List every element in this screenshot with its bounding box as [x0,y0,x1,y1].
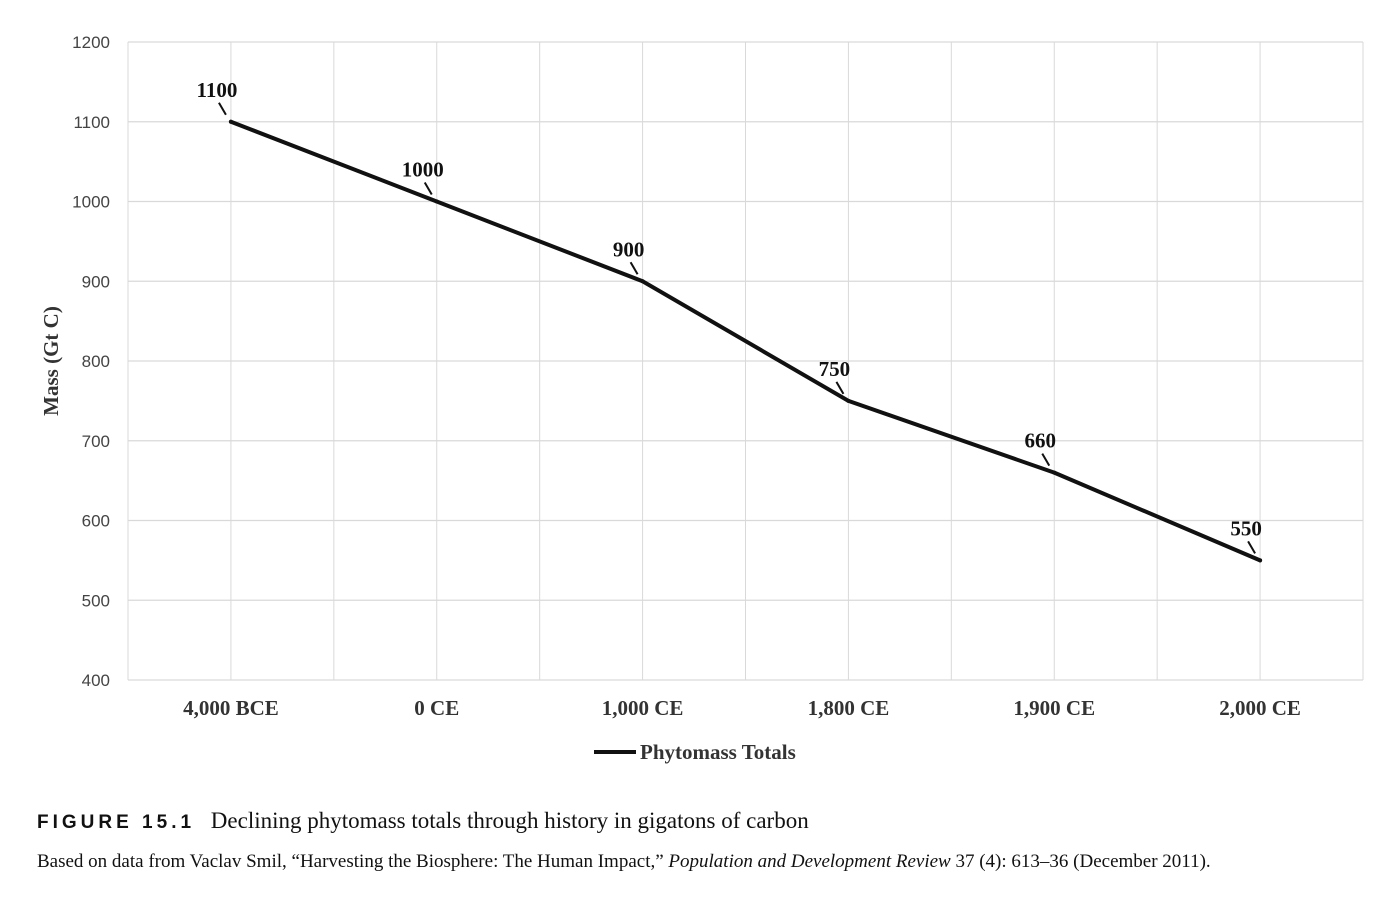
data-point [228,119,233,124]
y-tick-label: 800 [82,352,110,371]
x-tick-label: 1,800 CE [808,696,890,720]
y-axis-title: Mass (Gt C) [39,306,63,416]
data-point [434,199,439,204]
data-label-leader [629,261,639,275]
source-suffix: 37 (4): 613–36 (December 2011). [950,851,1211,872]
data-point [846,398,851,403]
y-tick-label: 900 [82,272,110,291]
y-tick-label: 1200 [72,33,110,52]
figure-number: FIGURE 15.1 [37,812,196,833]
data-label-leader [218,102,227,116]
x-tick-label: 4,000 BCE [183,696,279,720]
figure-caption: FIGURE 15.1 Declining phytomass totals t… [37,808,1377,834]
source-note: Based on data from Vaclav Smil, “Harvest… [37,851,1377,873]
data-label: 1000 [402,158,444,182]
legend-label: Phytomass Totals [640,740,796,764]
y-tick-label: 700 [82,432,110,451]
data-label: 550 [1230,516,1262,540]
y-tick-label: 1000 [72,193,110,212]
x-tick-label: 0 CE [414,696,459,720]
line-chart: 1200 1100 1000 900 800 700 600 500 400 Mass (Gt C… [39,33,1364,764]
y-tick-label: 500 [82,591,110,610]
source-prefix: Based on data from Vaclav Smil, “Harvest… [37,851,669,872]
data-label-leader [1041,453,1051,467]
data-label: 1100 [196,78,237,102]
y-tick-label: 400 [82,671,110,690]
data-point [640,279,645,284]
data-label: 900 [613,237,645,261]
data-label-leader [1247,540,1256,554]
data-label: 750 [819,357,851,381]
y-tick-label: 1100 [73,113,110,132]
figure-caption-text: Declining phytomass totals through histo… [210,808,809,833]
x-tick-label: 1,900 CE [1013,696,1095,720]
data-point [1052,470,1057,475]
y-tick-label: 600 [82,512,110,531]
source-journal: Population and Development Review [668,851,951,872]
data-label-leader [835,381,845,395]
x-tick-label: 1,000 CE [602,696,684,720]
data-point [1258,558,1263,563]
data-label-leader [423,181,433,196]
data-label: 660 [1025,429,1057,453]
x-tick-label: 2,000 CE [1219,696,1301,720]
series-line [228,119,1263,563]
